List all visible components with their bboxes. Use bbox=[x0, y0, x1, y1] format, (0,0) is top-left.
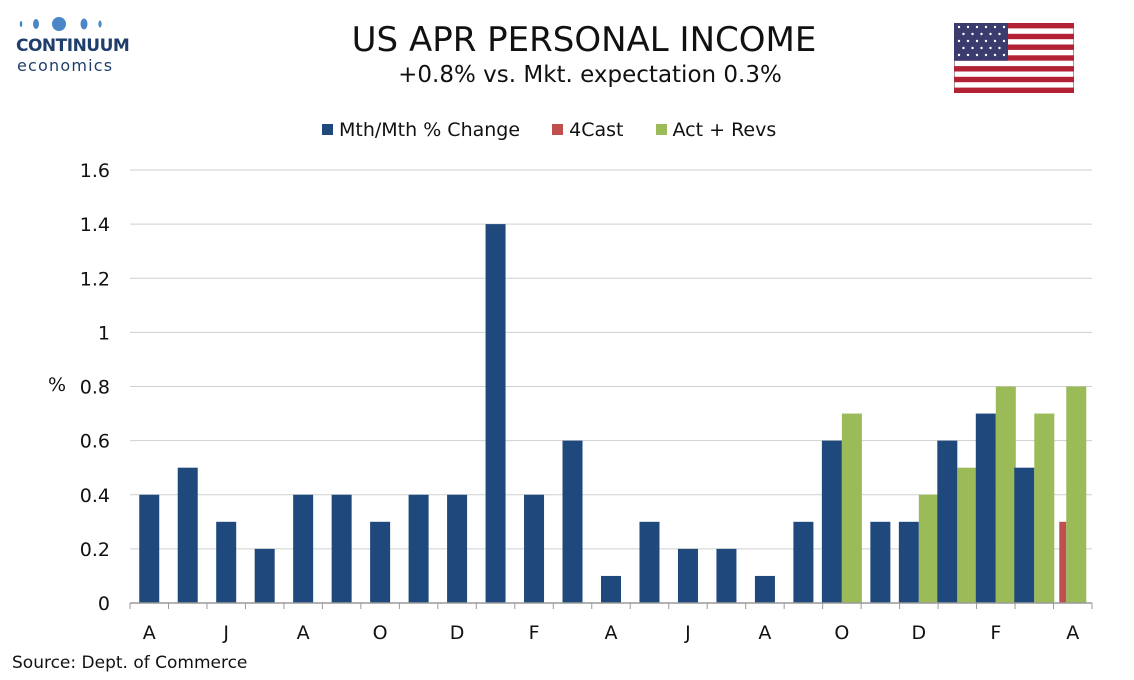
bar-mth-change bbox=[793, 521, 814, 603]
x-tick-label: D bbox=[912, 622, 927, 644]
bar-act-revs bbox=[841, 413, 862, 603]
legend-label: Act + Revs bbox=[672, 119, 777, 141]
legend-swatch bbox=[655, 124, 667, 135]
bars bbox=[139, 224, 1087, 603]
bar-mth-change bbox=[677, 548, 698, 603]
bar-act-revs bbox=[1034, 413, 1055, 603]
y-tick-label: 1.2 bbox=[80, 268, 110, 290]
y-tick-label: 0.2 bbox=[80, 539, 110, 561]
bar-mth-change bbox=[639, 521, 660, 603]
bar-mth-change bbox=[1014, 467, 1035, 603]
y-tick-label: 0.8 bbox=[80, 377, 110, 399]
y-tick-label: 0.6 bbox=[80, 431, 110, 453]
bar-mth-change bbox=[254, 548, 275, 603]
bar-mth-change bbox=[177, 467, 198, 603]
legend-swatch bbox=[322, 124, 333, 135]
bar-mth-change bbox=[562, 440, 583, 603]
bar-mth-change bbox=[870, 521, 891, 603]
bar-mth-change bbox=[370, 521, 391, 603]
y-tick-label: 0 bbox=[98, 593, 110, 615]
bar-mth-change bbox=[524, 494, 545, 603]
y-tick-label: 0.4 bbox=[80, 485, 110, 507]
brand-subtitle: economics bbox=[17, 56, 114, 75]
bar-4cast bbox=[1059, 521, 1067, 603]
x-tick-label: A bbox=[297, 622, 310, 644]
bar-mth-change bbox=[975, 413, 996, 603]
legend-item-4cast: 4Cast bbox=[552, 119, 623, 141]
bar-act-revs bbox=[918, 494, 939, 603]
chart-subtitle: +0.8% vs. Mkt. expectation 0.3% bbox=[398, 62, 782, 88]
bar-mth-change bbox=[216, 521, 237, 603]
brand-name: CONTINUUM bbox=[16, 36, 130, 56]
y-tick-labels: 0 0.2 0.4 0.6 0.8 1 1.2 1.4 1.6 bbox=[80, 160, 110, 615]
x-tick-label: O bbox=[373, 622, 388, 644]
bar-mth-change bbox=[601, 575, 621, 603]
y-tick-label: 1.4 bbox=[80, 214, 110, 236]
bar-mth-change bbox=[898, 521, 919, 603]
bar-mth-change bbox=[408, 494, 429, 603]
bar-mth-change bbox=[754, 575, 775, 603]
y-axis-label: % bbox=[48, 374, 67, 396]
legend-label: Mth/Mth % Change bbox=[339, 119, 521, 141]
legend-swatch bbox=[552, 124, 564, 135]
logo-dots-icon bbox=[19, 17, 102, 31]
bar-mth-change bbox=[821, 440, 842, 603]
bar-act-revs bbox=[957, 467, 978, 603]
x-tick-label: O bbox=[834, 622, 849, 644]
bar-act-revs bbox=[1066, 386, 1087, 603]
x-tick-label: A bbox=[143, 622, 156, 644]
x-tick-label: A bbox=[605, 622, 618, 644]
bar-mth-change bbox=[447, 494, 468, 603]
legend-item-act-revs: Act + Revs bbox=[655, 119, 777, 141]
x-tick-label: A bbox=[1066, 622, 1079, 644]
bar-mth-change bbox=[139, 494, 160, 603]
chart-title: US APR PERSONAL INCOME bbox=[351, 20, 817, 60]
legend-label: 4Cast bbox=[569, 119, 624, 141]
x-axis bbox=[129, 602, 1093, 609]
bar-mth-change bbox=[485, 224, 506, 603]
bar-mth-change bbox=[331, 494, 352, 603]
x-tick-label: J bbox=[222, 622, 229, 644]
y-tick-label: 1 bbox=[98, 322, 110, 344]
bar-mth-change bbox=[293, 494, 314, 603]
x-tick-label: F bbox=[529, 622, 540, 644]
us-flag-icon bbox=[954, 23, 1074, 93]
legend-item-mth-change: Mth/Mth % Change bbox=[322, 119, 520, 141]
x-tick-label: D bbox=[450, 622, 465, 644]
source-note: Source: Dept. of Commerce bbox=[12, 653, 248, 673]
bar-mth-change bbox=[937, 440, 958, 603]
x-tick-label: J bbox=[684, 622, 691, 644]
chart-legend: Mth/Mth % Change 4Cast Act + Revs bbox=[322, 119, 802, 141]
x-tick-label: A bbox=[758, 622, 771, 644]
x-tick-label: F bbox=[990, 622, 1001, 644]
bar-act-revs bbox=[995, 386, 1016, 603]
bar-mth-change bbox=[716, 548, 737, 603]
y-tick-label: 1.6 bbox=[80, 160, 110, 182]
